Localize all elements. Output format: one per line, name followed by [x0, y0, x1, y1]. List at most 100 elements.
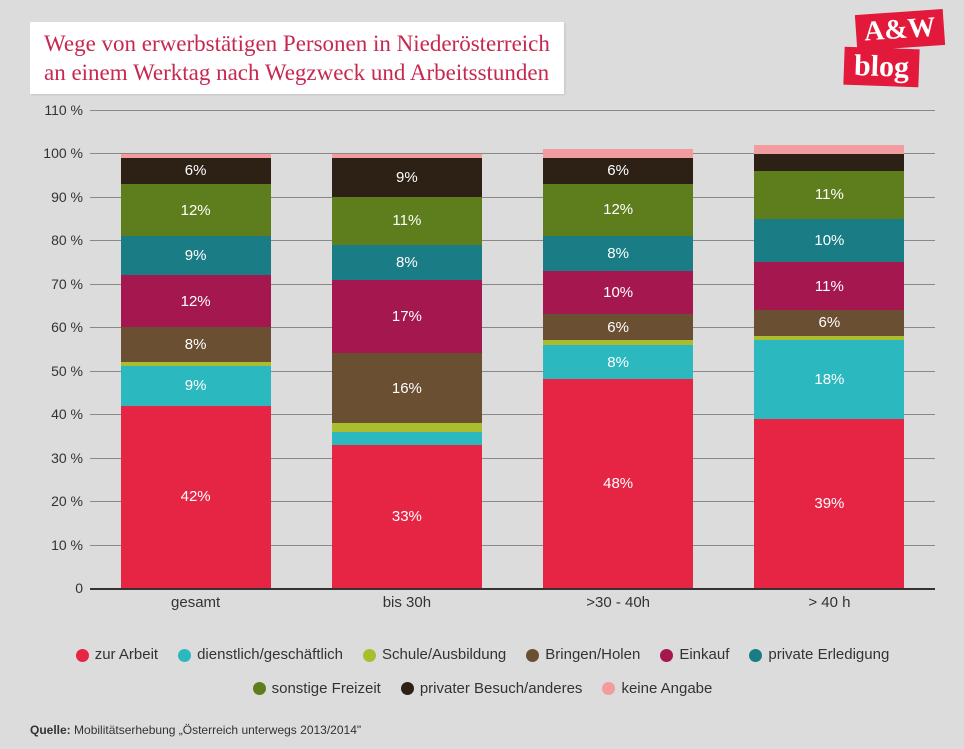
chart-title: Wege von erwerbstätigen Personen in Nied…	[30, 22, 564, 94]
bar-segment: 39%	[754, 419, 904, 588]
legend-swatch	[526, 649, 539, 662]
bar: 39%18%6%11%10%11%	[754, 145, 904, 588]
legend-item: dienstlich/geschäftlich	[178, 640, 343, 670]
bar-segment: 9%	[121, 366, 271, 405]
y-axis-label: 20 %	[51, 493, 83, 509]
brand-logo: A&W blog	[834, 12, 939, 92]
legend-swatch	[76, 649, 89, 662]
segment-value: 9%	[396, 169, 418, 186]
bar-segment: 6%	[543, 158, 693, 184]
segment-value: 6%	[819, 314, 841, 331]
y-axis-label: 70 %	[51, 276, 83, 292]
plot-area: 42% 9% 8% 12% 9% 12% 6% 33% 16% 17% 8% 11% 9% 48% 8% 6%…	[90, 110, 935, 588]
y-axis-label: 40 %	[51, 406, 83, 422]
bar-segment: 11%	[332, 197, 482, 245]
legend-swatch	[602, 682, 615, 695]
y-axis-label: 110 %	[44, 102, 83, 118]
bar-segment	[754, 145, 904, 154]
segment-value: 6%	[607, 162, 629, 179]
legend-label: keine Angabe	[621, 674, 712, 704]
segment-value: 12%	[603, 201, 633, 218]
segment-value: 12%	[181, 293, 211, 310]
segment-value: 16%	[392, 380, 422, 397]
legend-item: Schule/Ausbildung	[363, 640, 506, 670]
segment-value: 9%	[185, 377, 207, 394]
bar-segment: 10%	[543, 271, 693, 314]
segment-value: 6%	[607, 319, 629, 336]
segment-value: 8%	[396, 254, 418, 271]
segment-value: 42%	[181, 488, 211, 505]
legend-swatch	[253, 682, 266, 695]
legend-label: private Erledigung	[768, 640, 889, 670]
legend-swatch	[660, 649, 673, 662]
bar: 33% 16% 17% 8% 11% 9%	[332, 154, 482, 588]
legend-item: privater Besuch/anderes	[401, 674, 583, 704]
title-line-2: an einem Werktag nach Wegzweck und Arbei…	[44, 59, 550, 88]
legend-swatch	[401, 682, 414, 695]
segment-value: 8%	[185, 336, 207, 353]
segment-value: 8%	[607, 245, 629, 262]
bar-segment: 8%	[543, 345, 693, 380]
title-line-1: Wege von erwerbstätigen Personen in Nied…	[44, 30, 550, 59]
bar-segment: 6%	[121, 158, 271, 184]
y-axis-label: 30 %	[51, 450, 83, 466]
segment-value: 8%	[607, 354, 629, 371]
bar-segment	[332, 432, 482, 445]
bar-segment: 8%	[543, 236, 693, 271]
bar-segment: 6%	[543, 314, 693, 340]
bar-segment: 10%	[754, 219, 904, 262]
segment-value: 12%	[181, 202, 211, 219]
bar-segment: 9%	[332, 158, 482, 197]
logo-top: A&W	[855, 9, 945, 51]
segment-value: 18%	[814, 371, 844, 388]
segment-value: 6%	[185, 162, 207, 179]
source-text: Mobilitätserhebung „Österreich unterwegs…	[74, 723, 361, 737]
bar-segment: 18%	[754, 340, 904, 418]
source-label: Quelle:	[30, 723, 71, 737]
legend-label: dienstlich/geschäftlich	[197, 640, 343, 670]
bar-segment: 12%	[543, 184, 693, 236]
bar-segment	[332, 423, 482, 432]
legend-item: zur Arbeit	[76, 640, 158, 670]
bar-segment: 6%	[754, 310, 904, 336]
segment-value: 48%	[603, 475, 633, 492]
y-axis-label: 60 %	[51, 319, 83, 335]
segment-value: 17%	[392, 308, 422, 325]
bar-segment: 8%	[332, 245, 482, 280]
segment-value: 11%	[392, 212, 421, 229]
legend-item: keine Angabe	[602, 674, 712, 704]
bar-segment: 33%	[332, 445, 482, 588]
legend-swatch	[363, 649, 376, 662]
x-axis-label: bis 30h	[332, 594, 482, 611]
bar: 48% 8% 6% 10% 8% 12% 6%	[543, 149, 693, 588]
legend-item: sonstige Freizeit	[253, 674, 381, 704]
legend-label: Schule/Ausbildung	[382, 640, 506, 670]
legend-item: private Erledigung	[749, 640, 889, 670]
bar-segment: 12%	[121, 275, 271, 327]
bar-segment: 12%	[121, 184, 271, 236]
bar-segment	[754, 154, 904, 171]
x-axis-label: > 40 h	[754, 594, 904, 611]
gridline	[90, 588, 935, 590]
logo-bottom: blog	[843, 47, 919, 88]
segment-value: 33%	[392, 508, 422, 525]
segment-value: 9%	[185, 247, 207, 264]
bar-segment: 9%	[121, 236, 271, 275]
legend-item: Bringen/Holen	[526, 640, 640, 670]
segment-value: 10%	[603, 284, 633, 301]
segment-value: 11%	[815, 278, 844, 295]
gridline	[90, 110, 935, 111]
y-axis-label: 90 %	[51, 189, 83, 205]
legend-label: privater Besuch/anderes	[420, 674, 583, 704]
stacked-bar-chart: 42% 9% 8% 12% 9% 12% 6% 33% 16% 17% 8% 11% 9% 48% 8% 6%…	[30, 110, 935, 620]
bar-segment: 8%	[121, 327, 271, 362]
bar: 42% 9% 8% 12% 9% 12% 6%	[121, 154, 271, 588]
y-axis-label: 100 %	[43, 145, 83, 161]
x-axis-label: >30 - 40h	[543, 594, 693, 611]
y-axis-label: 80 %	[51, 232, 83, 248]
bar-segment: 17%	[332, 280, 482, 354]
source-citation: Quelle: Mobilitätserhebung „Österreich u…	[30, 723, 361, 737]
y-axis-label: 10 %	[51, 537, 83, 553]
y-axis-label: 0	[75, 580, 83, 596]
bar-segment	[543, 149, 693, 158]
